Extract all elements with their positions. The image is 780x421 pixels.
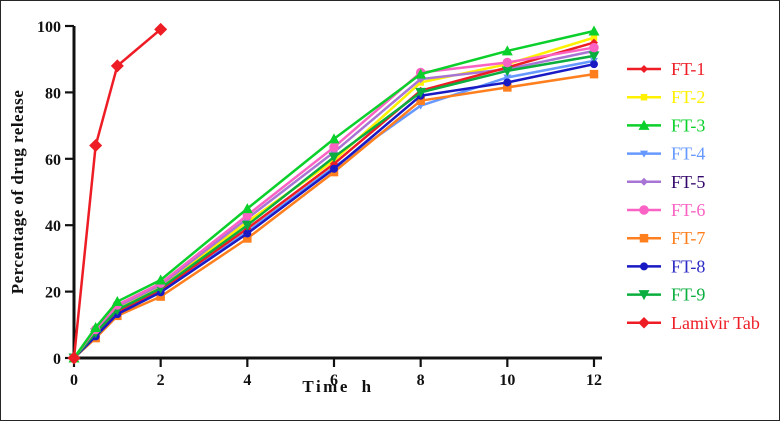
series-line-ft-7: [73, 72, 595, 359]
series-marker-ft-3: [155, 274, 167, 285]
series-line-lamivir-tab: [72, 28, 162, 359]
series-marker-ft-9: [415, 87, 427, 98]
y-tick-label: 80: [45, 85, 61, 102]
legend-swatch-marker-ft-6: [639, 205, 649, 215]
series-marker-ft-7: [156, 292, 165, 301]
series-marker-ft-4: [503, 74, 512, 82]
series-marker-ft-3: [241, 203, 253, 214]
series-marker-ft-9: [241, 220, 253, 231]
x-tick-label: 12: [586, 372, 602, 389]
legend-label-ft-7: FT-7: [671, 228, 705, 248]
x-tick-label: 8: [417, 372, 425, 389]
legend-label-ft-6: FT-6: [671, 200, 705, 220]
series-marker-ft-7: [589, 69, 599, 79]
legend-swatch-marker-ft-7: [639, 233, 649, 243]
series-marker-ft-7: [503, 83, 512, 92]
series-marker-ft-6: [329, 142, 339, 152]
legend-label-ft-4: FT-4: [671, 144, 705, 164]
series-line-ft-1: [73, 41, 595, 359]
y-tick-label: 20: [45, 285, 61, 302]
series-marker-ft-3: [328, 133, 340, 144]
series-marker-ft-3: [588, 25, 600, 36]
legend-swatch-marker-ft-4: [640, 150, 648, 158]
legend-swatch-marker-ft-8: [640, 262, 648, 271]
series-marker-ft-6: [589, 42, 599, 53]
series-marker-ft-9: [588, 51, 600, 62]
series-marker-ft-8: [503, 78, 512, 87]
series-marker-ft-8: [329, 164, 338, 173]
x-tick-label: 0: [70, 372, 78, 389]
series-line-ft-4: [73, 59, 595, 359]
y-tick-label: 100: [37, 19, 61, 36]
legend-label-ft-8: FT-8: [671, 256, 705, 276]
series-marker-lamivir-tab: [110, 59, 124, 73]
legend-label-ft-5: FT-5: [671, 172, 705, 192]
series-marker-ft-9: [501, 66, 513, 77]
series-marker-ft-3: [415, 68, 427, 79]
legend-swatch-marker-ft-9: [638, 290, 650, 301]
series-marker-lamivir-tab: [154, 22, 168, 36]
x-tick-label: 2: [157, 372, 165, 389]
series-marker-ft-6: [502, 57, 513, 68]
series-marker-lamivir-tab: [89, 139, 103, 153]
legend-label-ft-3: FT-3: [671, 115, 705, 135]
series-marker-ft-3: [111, 296, 123, 307]
series-marker-ft-9: [328, 152, 340, 163]
series-marker-ft-2: [590, 34, 598, 41]
y-tick-label: 60: [45, 152, 61, 169]
legend-swatch-marker-lamivir-tab: [638, 317, 650, 329]
x-tick-label: 4: [243, 372, 251, 389]
legend-label-lamivir-tab: Lamivir Tab: [671, 313, 760, 333]
series-line-ft-8: [73, 62, 595, 359]
series-marker-ft-8: [243, 229, 252, 238]
legend-swatch-marker-ft-1: [640, 65, 648, 73]
series-line-ft-5: [73, 49, 595, 359]
legend-label-ft-2: FT-2: [671, 87, 705, 107]
legend-swatch-marker-ft-5: [640, 177, 648, 186]
series-marker-lamivir-tab: [67, 351, 81, 365]
series-marker-ft-7: [243, 234, 252, 243]
series-marker-ft-3: [501, 45, 513, 56]
series-marker-ft-7: [416, 96, 425, 105]
legend-label-ft-9: FT-9: [671, 285, 705, 305]
series-marker-ft-8: [589, 60, 598, 69]
series-marker-ft-3: [90, 321, 102, 332]
series-line-ft-9: [73, 54, 595, 359]
legend-swatch-marker-ft-3: [638, 119, 650, 130]
y-tick-label: 0: [53, 351, 61, 368]
series-line-ft-6: [73, 46, 595, 359]
x-tick-label: 10: [499, 372, 515, 389]
x-tick-label: 6: [330, 372, 338, 389]
y-tick-label: 40: [45, 218, 61, 235]
legend-label-ft-1: FT-1: [671, 59, 705, 79]
legend-swatch-marker-ft-2: [640, 93, 648, 101]
